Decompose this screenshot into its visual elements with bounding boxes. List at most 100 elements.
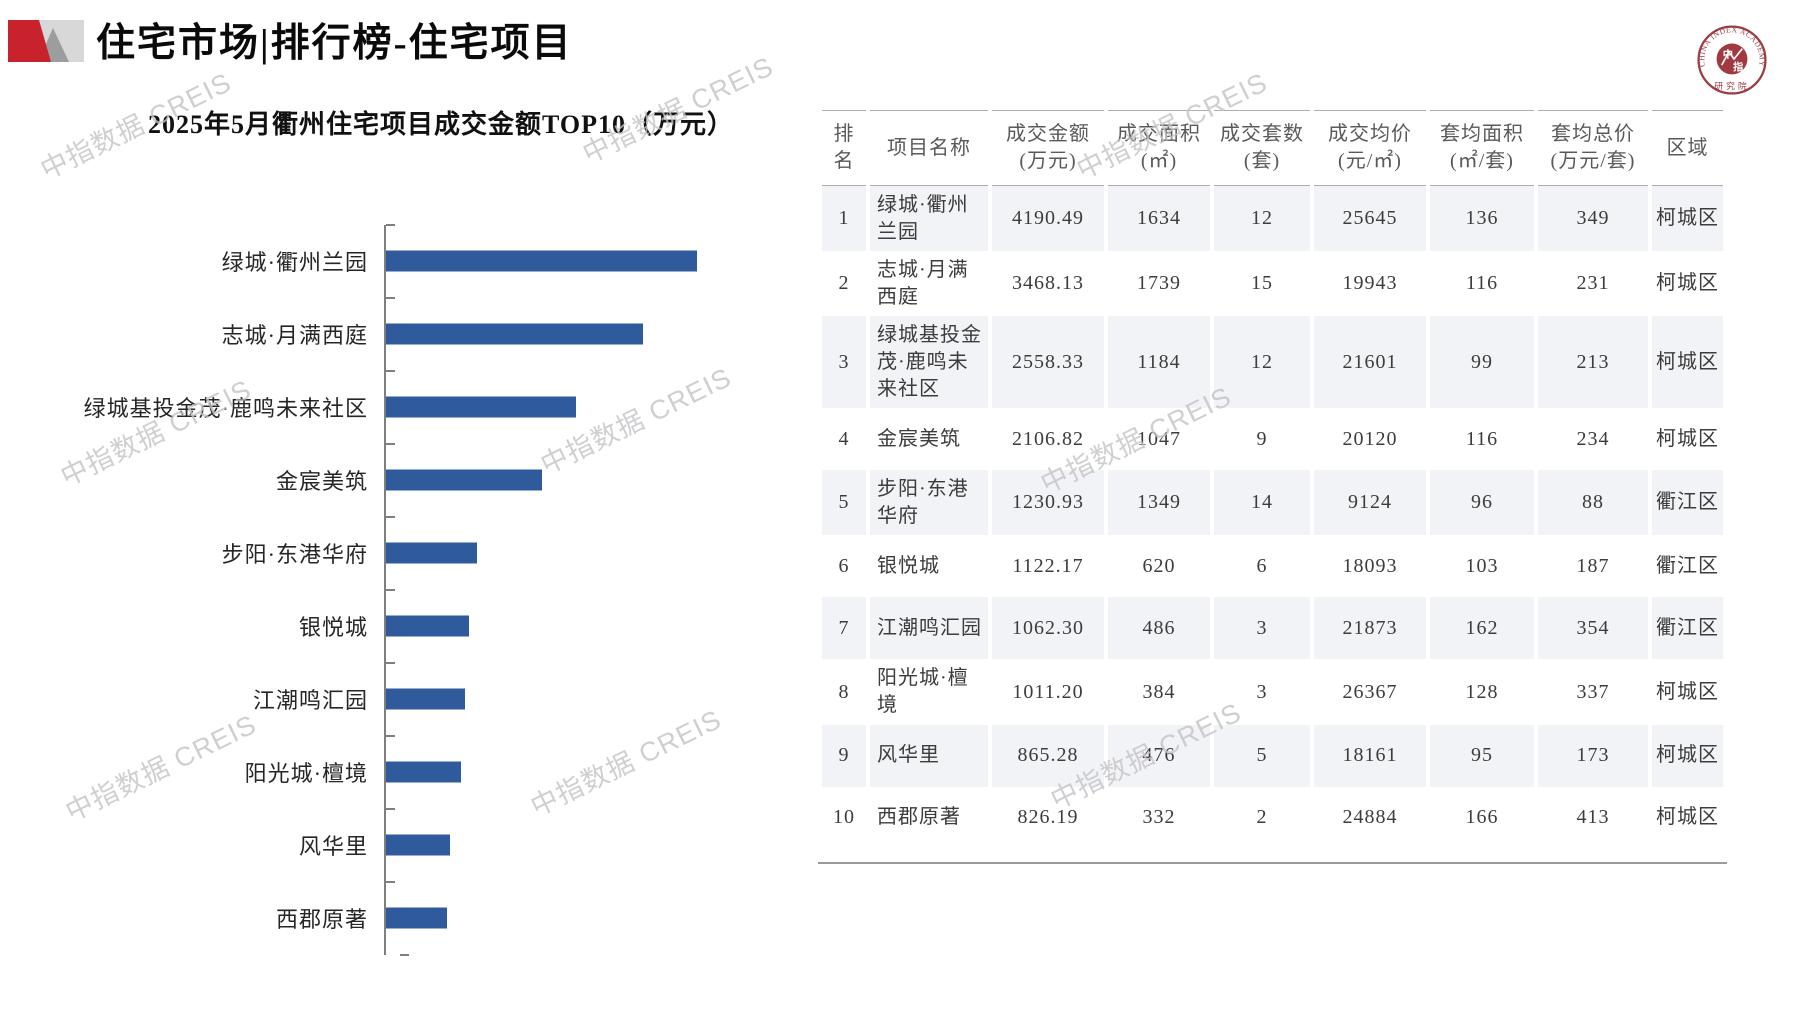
cell-rank: 5 — [822, 470, 866, 536]
cell-district: 柯城区 — [1652, 724, 1723, 787]
chart-bar — [386, 469, 543, 491]
column-header-amount: 成交金额 (万元) — [992, 110, 1104, 186]
cell-rank: 2 — [838, 272, 850, 295]
cell-rank: 4 — [838, 427, 850, 450]
table-row: 8 阳光城·檀境 1011.20 384 3 26367 128 337 柯城区 — [822, 659, 1723, 724]
chart-bar-area — [384, 880, 720, 955]
cell-amount: 1230.93 — [992, 470, 1104, 536]
table-row: 5 步阳·东港华府 1230.93 1349 14 9124 96 88 衢江区 — [822, 470, 1723, 536]
cell-rank: 7 — [822, 597, 866, 660]
cell-area: 1184 — [1108, 316, 1210, 409]
cell-project-name: 江潮鸣汇园 — [870, 597, 988, 660]
china-index-academy-logo: CHINA INDEX ACADEMY 中 指 研究院 — [1696, 24, 1768, 96]
chart-bar — [386, 396, 576, 418]
chart-category-row: 西郡原著 — [70, 880, 736, 955]
seal-center-char-top: 中 — [1723, 48, 1733, 61]
cell-project-name: 步阳·东港华府 — [870, 470, 988, 536]
cell-avg-total: 173 — [1538, 724, 1648, 787]
cell-rank: 9 — [822, 724, 866, 787]
table-header-row: 排名 项目名称 成交金额 (万元) 成交面积 (㎡) 成交套数 (套) 成交均价 (元/㎡) 套均面… — [822, 110, 1723, 186]
cell-avg-area: 103 — [1465, 555, 1499, 578]
chart-category-label: 风华里 — [298, 834, 368, 860]
chart-bar — [386, 761, 462, 783]
cell-project-name: 风华里 — [870, 724, 988, 787]
cell-avg-price: 21873 — [1314, 597, 1426, 660]
seal-center-char-bottom: 指 — [1733, 60, 1744, 73]
cell-units: 12 — [1214, 316, 1310, 409]
chart-bar — [386, 323, 644, 345]
cell-project-name: 志城·月满西庭 — [877, 259, 969, 308]
cell-avg-total: 213 — [1538, 316, 1648, 409]
brand-badge-shapes — [8, 20, 84, 62]
cell-avg-total: 187 — [1576, 555, 1610, 578]
cell-avg-total: 413 — [1576, 806, 1610, 829]
table-row: 3 绿城基投金茂·鹿鸣未来社区 2558.33 1184 12 21601 99 213 柯城区 — [822, 316, 1723, 409]
column-header-units: 成交套数 (套) — [1214, 110, 1310, 186]
cell-area: 486 — [1108, 597, 1210, 660]
cell-amount: 2558.33 — [992, 316, 1104, 409]
chart-bar-area — [384, 296, 720, 371]
cell-area: 476 — [1108, 724, 1210, 787]
cell-avg-area: 162 — [1430, 597, 1534, 660]
chart-bar — [386, 834, 451, 856]
cell-amount: 1122.17 — [1012, 555, 1084, 578]
cell-avg-total: 234 — [1576, 427, 1610, 450]
cell-avg-area: 96 — [1430, 470, 1534, 536]
cell-avg-price: 9124 — [1314, 470, 1426, 536]
chart-category-label: 绿城·衢州兰园 — [221, 250, 368, 276]
table-row: 9 风华里 865.28 476 5 18161 95 173 柯城区 — [822, 724, 1723, 787]
cell-avg-area: 116 — [1465, 427, 1499, 450]
chart-category-label: 阳光城·檀境 — [244, 761, 368, 787]
cell-avg-total: 337 — [1576, 680, 1610, 703]
chart-category-row: 绿城基投金茂·鹿鸣未来社区 — [70, 369, 736, 444]
chart-category-label: 绿城基投金茂·鹿鸣未来社区 — [83, 396, 368, 422]
cell-rank: 8 — [838, 680, 850, 703]
chart-bar-area — [384, 661, 720, 736]
table-row: 6 银悦城 1122.17 620 6 18093 103 187 衢江区 — [822, 535, 1723, 597]
cell-avg-area: 136 — [1430, 186, 1534, 252]
cell-project-name: 银悦城 — [877, 555, 940, 578]
chart-bar — [386, 688, 465, 710]
cell-district: 柯城区 — [1656, 806, 1719, 829]
column-header-district: 区域 — [1652, 110, 1723, 186]
cell-units: 12 — [1214, 186, 1310, 252]
cell-amount: 1011.20 — [1012, 680, 1084, 703]
cell-district: 柯城区 — [1656, 427, 1719, 450]
cell-amount: 1062.30 — [992, 597, 1104, 660]
cell-avg-total: 88 — [1538, 470, 1648, 536]
cell-avg-price: 26367 — [1342, 680, 1398, 703]
cell-amount: 2106.82 — [1012, 427, 1084, 450]
cell-avg-price: 18093 — [1342, 555, 1398, 578]
chart-bar-area — [384, 734, 720, 809]
table-row: 2 志城·月满西庭 3468.13 1739 15 19943 116 231 柯城区 — [822, 251, 1723, 316]
chart-bar — [386, 907, 448, 929]
cell-avg-total: 231 — [1576, 272, 1610, 295]
cell-rank: 1 — [822, 186, 866, 252]
cell-project-name: 阳光城·檀境 — [877, 667, 969, 716]
cell-project-name: 金宸美筑 — [877, 427, 961, 450]
china-index-academy-seal-icon: CHINA INDEX ACADEMY 中 指 研究院 — [1697, 25, 1767, 95]
chart-category-row: 绿城·衢州兰园 — [70, 223, 736, 298]
chart-category-label: 金宸美筑 — [275, 469, 368, 495]
cell-units: 2 — [1256, 806, 1268, 829]
cell-area: 1739 — [1137, 272, 1181, 295]
cell-area: 1047 — [1137, 427, 1181, 450]
cell-amount: 4190.49 — [992, 186, 1104, 252]
chart-category-label: 江潮鸣汇园 — [252, 688, 368, 714]
cell-amount: 3468.13 — [1012, 272, 1084, 295]
chart-category-row: 阳光城·檀境 — [70, 734, 736, 809]
cell-area: 1634 — [1108, 186, 1210, 252]
cell-avg-price: 19943 — [1342, 272, 1398, 295]
cell-district: 衢江区 — [1652, 597, 1723, 660]
column-header-rank: 排名 — [822, 110, 866, 186]
chart-category-row: 步阳·东港华府 — [70, 515, 736, 590]
chart-category-label: 西郡原著 — [275, 907, 368, 933]
cell-units: 6 — [1256, 555, 1268, 578]
chart-bar-area — [384, 807, 720, 882]
table-row: 1 绿城·衢州兰园 4190.49 1634 12 25645 136 349 柯城区 — [822, 186, 1723, 252]
cell-avg-area: 116 — [1465, 272, 1499, 295]
chart-bar-area — [384, 223, 720, 298]
cell-area: 1349 — [1108, 470, 1210, 536]
cell-avg-total: 354 — [1538, 597, 1648, 660]
cell-district: 柯城区 — [1656, 680, 1719, 703]
